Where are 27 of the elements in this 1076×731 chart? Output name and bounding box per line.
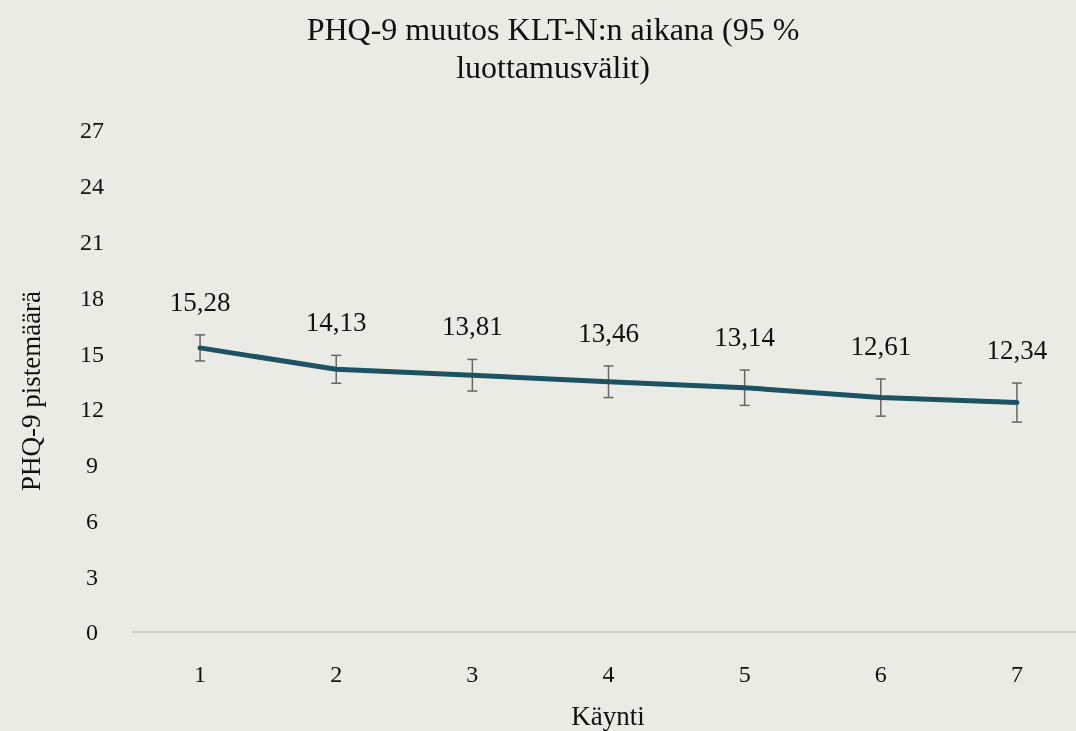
y-axis-title: PHQ-9 pistemäärä bbox=[16, 290, 46, 492]
x-tick-label: 5 bbox=[738, 661, 751, 687]
x-tick-label: 4 bbox=[602, 661, 615, 687]
y-tick-label: 0 bbox=[86, 619, 98, 646]
x-tick-label: 7 bbox=[1010, 661, 1023, 687]
y-tick-label: 12 bbox=[80, 396, 104, 423]
data-label: 14,13 bbox=[305, 307, 367, 338]
data-label: 12,61 bbox=[850, 330, 912, 361]
y-tick-label: 24 bbox=[80, 173, 104, 200]
y-tick-label: 6 bbox=[86, 507, 98, 534]
y-tick-label: 21 bbox=[80, 228, 104, 255]
data-label: 13,14 bbox=[714, 322, 776, 353]
y-tick-label: 18 bbox=[80, 284, 104, 311]
data-label: 13,81 bbox=[441, 311, 503, 342]
data-label: 12,34 bbox=[986, 335, 1048, 366]
x-axis-title: Käynti bbox=[571, 701, 645, 731]
y-tick-label: 3 bbox=[86, 563, 98, 590]
x-tick-label: 6 bbox=[874, 661, 887, 687]
x-tick-label: 2 bbox=[330, 661, 343, 687]
data-label: 15,28 bbox=[169, 286, 231, 317]
chart-title: PHQ-9 muutos KLT-N:n aikana (95 % luottamusvälit) bbox=[306, 11, 800, 85]
y-tick-label: 27 bbox=[80, 117, 104, 144]
x-tick-label: 3 bbox=[466, 661, 479, 687]
x-tick-label: 1 bbox=[194, 661, 207, 687]
y-tick-label: 9 bbox=[86, 452, 98, 479]
y-tick-label: 15 bbox=[80, 340, 104, 367]
data-label: 13,46 bbox=[578, 317, 639, 348]
